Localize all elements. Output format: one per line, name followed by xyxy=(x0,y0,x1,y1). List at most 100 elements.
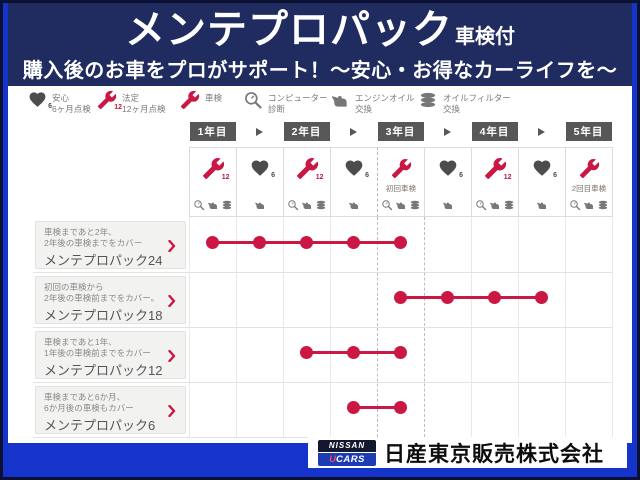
wrench-icon xyxy=(180,90,200,110)
year-cell: 2年目 xyxy=(283,122,330,141)
magnifier-diagnosis-icon xyxy=(475,199,487,211)
plan-card[interactable]: 車検まであと6か月、 6か月後の車検もカバー メンテプロパック6 xyxy=(35,386,186,434)
oil-filter-icon xyxy=(221,199,233,211)
plan-card[interactable]: 車検まであと2年、 2年後の車検までをカバー メンテプロパック24 xyxy=(35,221,186,269)
coverage-dot xyxy=(394,235,407,249)
heart-icon: 6 xyxy=(250,158,275,179)
oil-can-icon xyxy=(489,199,501,211)
plan-card[interactable]: 初回の車検から 2年後の車検前までをカバー。 メンテプロパック18 xyxy=(35,276,186,324)
oil-can-icon xyxy=(395,199,407,211)
chevron-right-icon xyxy=(168,294,176,312)
oil-can-icon xyxy=(536,199,548,211)
timeline-column-header: 12 xyxy=(283,147,331,217)
nissan-ucars-logo: NISSAN U CARS xyxy=(318,439,376,466)
wrench-icon: 12 xyxy=(484,157,512,181)
legend-label: エンジンオイル 交換 xyxy=(355,93,415,114)
year-cell xyxy=(236,122,283,141)
year-cell: 5年目 xyxy=(565,122,612,141)
legend-item: コンピューター 診断 xyxy=(243,90,328,120)
arrow-right-icon xyxy=(256,127,263,136)
plan-description: 車検まであと1年、 1年後の車検前までをカバー xyxy=(44,337,151,358)
timeline-column-header: 2回目車検 xyxy=(565,147,613,217)
year-label: 4年目 xyxy=(471,122,518,141)
coverage-dot xyxy=(347,235,360,249)
page-title-suffix: 車検付 xyxy=(455,26,515,48)
timeline-column-header: 6 xyxy=(330,147,378,217)
heart-icon: 6 xyxy=(438,158,463,179)
heart-icon: 6 xyxy=(344,158,369,179)
year-cell xyxy=(518,122,565,141)
wrench-icon xyxy=(391,158,412,179)
legend-label: 法定 12ヶ月点検 xyxy=(122,93,166,114)
oil-can-icon xyxy=(348,199,360,211)
arrow-right-icon xyxy=(538,127,545,136)
year-label: 5年目 xyxy=(565,122,612,141)
page-title: メンテプロパック xyxy=(125,8,453,52)
wrench-icon: 12 xyxy=(296,157,324,181)
company-name: 日産東京販売株式会社 xyxy=(384,442,604,466)
year-cell: 3年目 xyxy=(377,122,424,141)
plan-name: メンテプロパック12 xyxy=(44,363,163,378)
chevron-right-icon xyxy=(168,404,176,422)
chevron-right-icon xyxy=(168,349,176,367)
year-label: 3年目 xyxy=(377,122,424,141)
heart-icon: 6 xyxy=(28,90,52,110)
arrow-right-icon xyxy=(350,127,357,136)
coverage-dot xyxy=(394,400,407,414)
coverage-dot xyxy=(300,345,313,359)
timeline-column-header: 12 xyxy=(471,147,519,217)
heart-icon: 6 xyxy=(532,158,557,179)
legend-item: 12 法定 12ヶ月点検 xyxy=(97,90,165,120)
grid-hline xyxy=(33,382,612,383)
coverage-dot xyxy=(347,345,360,359)
plan-name: メンテプロパック6 xyxy=(44,418,156,433)
oil-filter-icon xyxy=(315,199,327,211)
oil-can-icon xyxy=(254,199,266,211)
oil-filter-icon xyxy=(503,199,515,211)
coverage-dot xyxy=(394,290,407,304)
ucars-rest: CARS xyxy=(335,453,365,465)
plan-description: 初回の車検から 2年後の車検前までをカバー。 xyxy=(44,282,160,303)
magnifier-diagnosis-icon xyxy=(287,199,299,211)
coverage-dot xyxy=(253,235,266,249)
year-label: 2年目 xyxy=(283,122,330,141)
legend-item: 6 安心 6ヶ月点検 xyxy=(28,90,91,120)
oil-filter-icon xyxy=(597,199,609,211)
arrow-right-icon xyxy=(444,127,451,136)
header-banner: メンテプロパック 車検付 購入後のお車をプロがサポート！～安心・お得なカーライフ… xyxy=(8,2,632,86)
timeline-column-header: 6 xyxy=(518,147,566,217)
legend-item: オイルフィルター 交換 xyxy=(418,90,511,120)
coverage-dot xyxy=(535,290,548,304)
plan-card[interactable]: 車検まであと1年、 1年後の車検前までをカバー メンテプロパック12 xyxy=(35,331,186,379)
coverage-line xyxy=(353,405,401,409)
timeline-column-header: 初回車検 xyxy=(377,147,425,217)
year-cell: 1年目 xyxy=(189,122,236,141)
oil-can-icon xyxy=(301,199,313,211)
legend-label: コンピューター 診断 xyxy=(268,93,328,114)
plan-name: メンテプロパック24 xyxy=(44,253,163,268)
coverage-dot xyxy=(441,290,454,304)
grid-hline xyxy=(33,327,612,328)
wrench-icon: 12 xyxy=(202,157,230,181)
oil-can-icon xyxy=(330,90,350,110)
coverage-dot xyxy=(206,235,219,249)
plan-name: メンテプロパック18 xyxy=(44,308,163,323)
timeline-column-header: 12 xyxy=(189,147,237,217)
oil-filter-icon xyxy=(409,199,421,211)
legend-label: オイルフィルター 交換 xyxy=(443,93,511,114)
inspection-caption: 2回目車検 xyxy=(571,184,607,193)
plan-description: 車検まであと6か月、 6か月後の車検もカバー xyxy=(44,392,134,413)
year-cell xyxy=(330,122,377,141)
coverage-dot xyxy=(300,235,313,249)
legend-item: エンジンオイル 交換 xyxy=(330,90,415,120)
coverage-dot xyxy=(488,290,501,304)
magnifier-diagnosis-icon xyxy=(193,199,205,211)
legend-item: 車検 xyxy=(180,90,222,120)
year-label: 1年目 xyxy=(189,122,236,141)
timeline-column-header: 6 xyxy=(424,147,472,217)
oil-can-icon xyxy=(583,199,595,211)
magnifier-diagnosis-icon xyxy=(243,90,263,110)
inspection-caption: 初回車検 xyxy=(386,184,416,193)
coverage-line xyxy=(400,295,542,299)
